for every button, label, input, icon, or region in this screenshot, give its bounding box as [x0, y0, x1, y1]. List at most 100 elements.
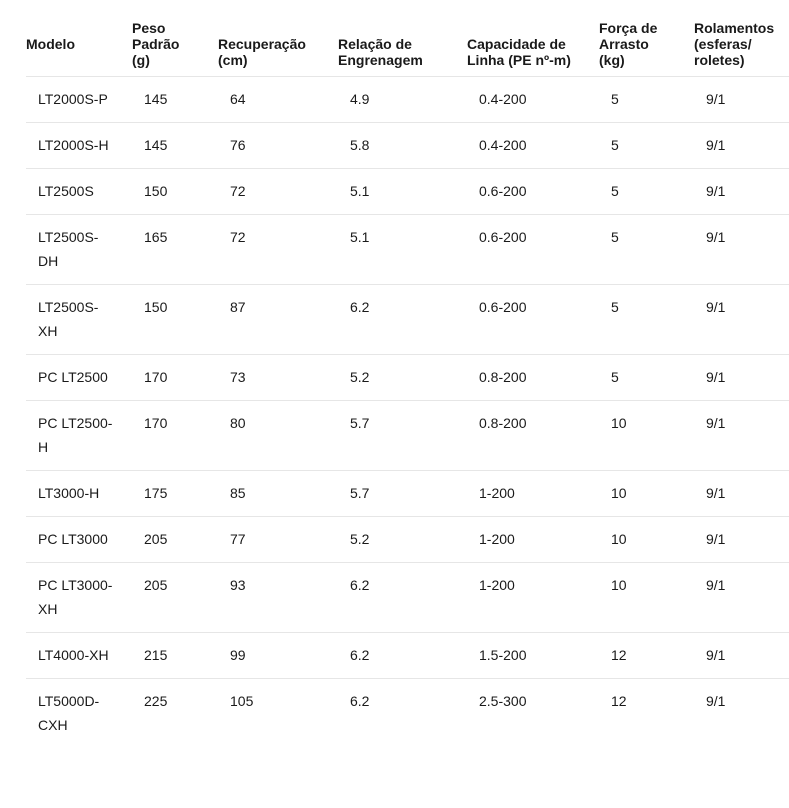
cell-bearings: 9/1 [694, 76, 789, 123]
cell-model: LT3000-H [26, 470, 132, 517]
column-header-bearings: Rolamentos (esferas/ roletes) [694, 20, 775, 68]
cell-model: PC LT2500 [26, 354, 132, 401]
cell-drag: 10 [599, 562, 694, 633]
cell-weight: 150 [132, 284, 218, 355]
cell-retrieve: 85 [218, 470, 338, 517]
column-header-model: Modelo [26, 36, 75, 52]
cell-gear-ratio: 6.2 [338, 632, 467, 679]
cell-model: LT2000S-P [26, 76, 132, 123]
cell-weight: 205 [132, 516, 218, 563]
cell-bearings: 9/1 [694, 284, 789, 355]
cell-gear-ratio: 4.9 [338, 76, 467, 123]
cell-weight: 145 [132, 76, 218, 123]
cell-weight: 165 [132, 214, 218, 285]
column-header-line-capacity: Capacidade de Linha (PE nº-m) [467, 36, 571, 68]
cell-line-capacity: 0.6-200 [467, 168, 599, 215]
cell-model: LT2500S-DH [26, 214, 132, 285]
cell-model: LT2500S [26, 168, 132, 215]
cell-model: LT2500S-XH [26, 284, 132, 355]
column-header-retrieve: Recuperação (cm) [218, 36, 306, 68]
cell-gear-ratio: 6.2 [338, 284, 467, 355]
cell-gear-ratio: 5.1 [338, 168, 467, 215]
cell-line-capacity: 1-200 [467, 470, 599, 517]
cell-bearings: 9/1 [694, 470, 789, 517]
cell-weight: 175 [132, 470, 218, 517]
cell-line-capacity: 1-200 [467, 562, 599, 633]
cell-bearings: 9/1 [694, 562, 789, 633]
cell-gear-ratio: 5.8 [338, 122, 467, 169]
cell-weight: 170 [132, 400, 218, 471]
cell-drag: 5 [599, 76, 694, 123]
table-row: LT5000D-CXH 225 105 6.2 2.5-300 12 9/1 [26, 678, 789, 748]
table-row: LT2500S-DH 165 72 5.1 0.6-200 5 9/1 [26, 214, 789, 285]
table-row: LT2000S-H 145 76 5.8 0.4-200 5 9/1 [26, 122, 789, 169]
cell-drag: 5 [599, 354, 694, 401]
cell-weight: 170 [132, 354, 218, 401]
cell-weight: 215 [132, 632, 218, 679]
header-row: Modelo Peso Padrão (g) Recuperação (cm) Rel… [26, 20, 789, 77]
table-row: LT3000-H 175 85 5.7 1-200 10 9/1 [26, 470, 789, 517]
cell-model: PC LT3000 [26, 516, 132, 563]
cell-drag: 5 [599, 214, 694, 285]
cell-retrieve: 93 [218, 562, 338, 633]
table-row: LT2500S 150 72 5.1 0.6-200 5 9/1 [26, 168, 789, 215]
cell-bearings: 9/1 [694, 632, 789, 679]
cell-drag: 10 [599, 400, 694, 471]
cell-retrieve: 87 [218, 284, 338, 355]
cell-line-capacity: 0.8-200 [467, 400, 599, 471]
cell-gear-ratio: 5.1 [338, 214, 467, 285]
cell-bearings: 9/1 [694, 354, 789, 401]
cell-gear-ratio: 5.7 [338, 400, 467, 471]
cell-model: PC LT2500-H [26, 400, 132, 471]
table-row: LT2000S-P 145 64 4.9 0.4-200 5 9/1 [26, 76, 789, 123]
cell-line-capacity: 0.8-200 [467, 354, 599, 401]
cell-line-capacity: 0.4-200 [467, 76, 599, 123]
specs-table: Modelo Peso Padrão (g) Recuperação (cm) Rel… [26, 20, 789, 748]
cell-retrieve: 105 [218, 678, 338, 748]
table-row: LT2500S-XH 150 87 6.2 0.6-200 5 9/1 [26, 284, 789, 355]
cell-drag: 10 [599, 470, 694, 517]
cell-gear-ratio: 5.7 [338, 470, 467, 517]
cell-retrieve: 72 [218, 168, 338, 215]
cell-bearings: 9/1 [694, 214, 789, 285]
table-body: LT2000S-P 145 64 4.9 0.4-200 5 9/1 LT2000S-H 145… [26, 76, 789, 748]
cell-line-capacity: 0.6-200 [467, 284, 599, 355]
cell-weight: 150 [132, 168, 218, 215]
cell-bearings: 9/1 [694, 678, 789, 748]
cell-line-capacity: 0.4-200 [467, 122, 599, 169]
cell-drag: 5 [599, 168, 694, 215]
cell-bearings: 9/1 [694, 168, 789, 215]
column-header-weight: Peso Padrão (g) [132, 20, 180, 68]
cell-retrieve: 99 [218, 632, 338, 679]
table-row: PC LT3000-XH 205 93 6.2 1-200 10 9/1 [26, 562, 789, 633]
cell-line-capacity: 2.5-300 [467, 678, 599, 748]
cell-model: LT2000S-H [26, 122, 132, 169]
cell-gear-ratio: 5.2 [338, 354, 467, 401]
cell-model: LT5000D-CXH [26, 678, 132, 748]
cell-retrieve: 72 [218, 214, 338, 285]
cell-drag: 10 [599, 516, 694, 563]
cell-gear-ratio: 5.2 [338, 516, 467, 563]
cell-drag: 12 [599, 632, 694, 679]
table-row: LT4000-XH 215 99 6.2 1.5-200 12 9/1 [26, 632, 789, 679]
cell-retrieve: 80 [218, 400, 338, 471]
cell-retrieve: 64 [218, 76, 338, 123]
cell-weight: 205 [132, 562, 218, 633]
cell-line-capacity: 0.6-200 [467, 214, 599, 285]
cell-model: PC LT3000-XH [26, 562, 132, 633]
cell-model: LT4000-XH [26, 632, 132, 679]
cell-drag: 5 [599, 284, 694, 355]
cell-bearings: 9/1 [694, 516, 789, 563]
table-row: PC LT2500-H 170 80 5.7 0.8-200 10 9/1 [26, 400, 789, 471]
column-header-gear-ratio: Relação de Engrenagem [338, 36, 423, 68]
cell-weight: 225 [132, 678, 218, 748]
cell-retrieve: 76 [218, 122, 338, 169]
cell-weight: 145 [132, 122, 218, 169]
table-row: PC LT2500 170 73 5.2 0.8-200 5 9/1 [26, 354, 789, 401]
cell-line-capacity: 1-200 [467, 516, 599, 563]
cell-line-capacity: 1.5-200 [467, 632, 599, 679]
cell-retrieve: 73 [218, 354, 338, 401]
cell-gear-ratio: 6.2 [338, 678, 467, 748]
cell-gear-ratio: 6.2 [338, 562, 467, 633]
cell-retrieve: 77 [218, 516, 338, 563]
